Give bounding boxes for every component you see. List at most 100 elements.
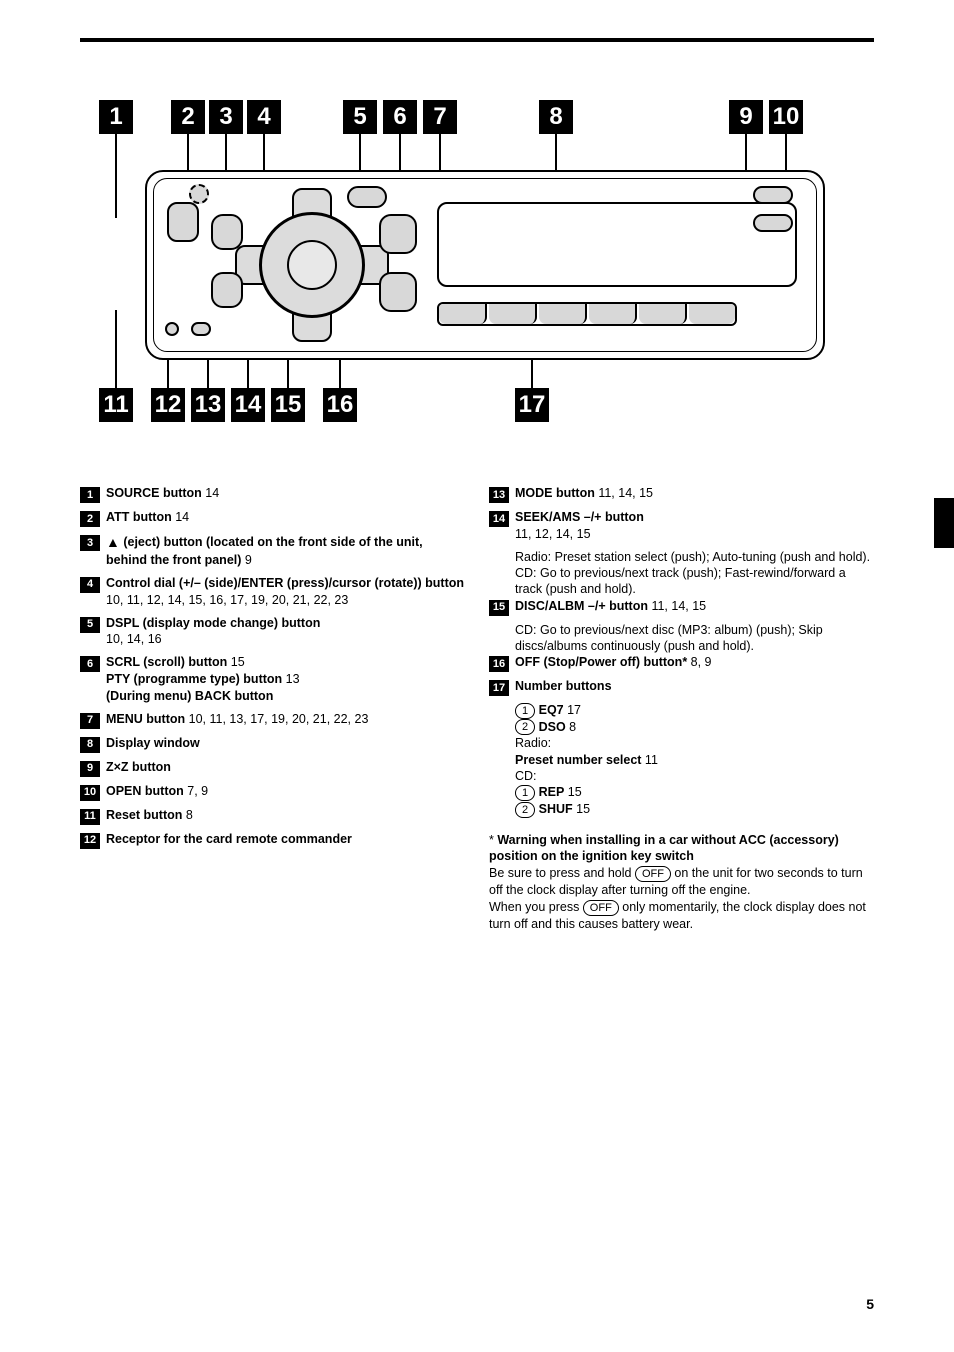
legend-index: 14 [489,511,509,527]
preset-5[interactable] [639,304,687,324]
preset-4[interactable] [589,304,637,324]
legend-columns: 1 SOURCE button 14 2 ATT button 14 3 ▲ (eject… [80,485,874,933]
number-button-line: Radio: [515,735,874,751]
legend-left-column: 1 SOURCE button 14 2 ATT button 14 3 ▲ (eject… [80,485,465,933]
seek-ams-button[interactable] [211,272,243,308]
preset-2[interactable] [489,304,537,324]
legend-index: 10 [80,785,100,801]
ir-receptor [191,322,211,336]
page-number: 5 [866,1296,874,1312]
callout-2: 2 [171,100,205,134]
legend-index: 17 [489,680,509,696]
mode-button[interactable] [211,214,243,250]
legend-text: Reset button 8 [106,807,465,824]
preset-6[interactable] [689,304,735,324]
source-button[interactable] [167,202,199,242]
legend-right-column: 13 MODE button 11, 14, 15 14 SEEK/AMS –/+ b… [489,485,874,933]
legend-item-8: 8 Display window [80,735,465,753]
callout-4: 4 [247,100,281,134]
legend-index: 12 [80,833,100,849]
lead-11 [115,310,117,388]
callout-17: 17 [515,388,549,422]
legend-text: Control dial (+/– (side)/ENTER (press)/c… [106,575,465,609]
legend-item-3: 3 ▲ (eject) button (located on the front … [80,533,465,569]
legend-item-13: 13 MODE button 11, 14, 15 [489,485,874,503]
callout-12: 12 [151,388,185,422]
legend-index: 3 [80,535,100,551]
legend-index: 15 [489,600,509,616]
callout-15: 15 [271,388,305,422]
callout-3: 3 [209,100,243,134]
legend-text: Z×Z button [106,759,465,776]
legend-index: 13 [489,487,509,503]
reset-button[interactable] [165,322,179,336]
callout-9: 9 [729,100,763,134]
legend-text: OFF (Stop/Power off) button* 8, 9 [515,654,874,671]
number-button-line: 2 DSO 8 [515,719,874,736]
legend-text: ATT button 14 [106,509,465,526]
lead-1 [115,134,117,218]
legend-item-9: 9 Z×Z button [80,759,465,777]
callout-16: 16 [323,388,357,422]
callout-11: 11 [99,388,133,422]
legend-item-4: 4 Control dial (+/– (side)/ENTER (press)/… [80,575,465,609]
legend-text: DISC/ALBM –/+ button 11, 14, 15 [515,598,874,615]
preset-3[interactable] [539,304,587,324]
number-button-line: 2 SHUF 15 [515,801,874,818]
device-body [145,170,825,360]
legend-item-6: 6 SCRL (scroll) button 15PTY (programme t… [80,654,465,705]
legend-index: 9 [80,761,100,777]
dspl-button[interactable] [347,186,387,208]
callout-5: 5 [343,100,377,134]
legend-item-12: 12 Receptor for the card remote commander [80,831,465,849]
legend-text: Display window [106,735,465,752]
legend-text: SEEK/AMS –/+ button11, 12, 14, 15 [515,509,874,543]
legend-index: 7 [80,713,100,729]
legend-text: SCRL (scroll) button 15PTY (programme ty… [106,654,465,705]
legend-text: ▲ (eject) button (located on the front s… [106,533,465,569]
legend-index: 2 [80,511,100,527]
legend-index: 8 [80,737,100,753]
legend-item-5: 5 DSPL (display mode change) button10, 14… [80,615,465,649]
legend-index: 11 [80,809,100,825]
legend-index: 5 [80,617,100,633]
zxz-button[interactable] [753,186,793,204]
control-dial[interactable] [237,190,387,340]
off-button[interactable] [379,272,417,312]
legend-text: MENU button 10, 11, 13, 17, 19, 20, 21, … [106,711,465,728]
legend-text: Receptor for the card remote commander [106,831,465,848]
legend-index: 1 [80,487,100,503]
legend-text: SOURCE button 14 [106,485,465,502]
legend-item-14: 14 SEEK/AMS –/+ button11, 12, 14, 15 [489,509,874,543]
footnote-warning: * Warning when installing in a car witho… [489,832,874,933]
legend-text: DSPL (display mode change) button10, 14,… [106,615,465,649]
legend-item-1: 1 SOURCE button 14 [80,485,465,503]
open-button[interactable] [753,214,793,232]
callout-10: 10 [769,100,803,134]
legend-text: Number buttons [515,678,874,695]
callout-6: 6 [383,100,417,134]
legend-index: 6 [80,656,100,672]
legend-subtext: CD: Go to previous/next disc (MP3: album… [515,622,874,655]
legend-item-15: 15 DISC/ALBM –/+ button 11, 14, 15 [489,598,874,616]
legend-index: 16 [489,656,509,672]
legend-index: 4 [80,577,100,593]
number-button-line: 1 REP 15 [515,784,874,801]
legend-item-17: 17 Number buttons [489,678,874,696]
display-window [437,202,797,287]
scrl-pty-back-button[interactable] [379,214,417,254]
legend-item-11: 11 Reset button 8 [80,807,465,825]
number-button-line: Preset number select 11 [515,752,874,768]
legend-item-7: 7 MENU button 10, 11, 13, 17, 19, 20, 21,… [80,711,465,729]
number-button-line: CD: [515,768,874,784]
legend-item-10: 10OPEN button 7, 9 [80,783,465,801]
att-button[interactable] [189,184,209,204]
callout-7: 7 [423,100,457,134]
callout-13: 13 [191,388,225,422]
legend-item-2: 2 ATT button 14 [80,509,465,527]
preset-1[interactable] [439,304,487,324]
callout-14: 14 [231,388,265,422]
preset-number-buttons [437,302,737,326]
legend-text: MODE button 11, 14, 15 [515,485,874,502]
number-button-line: 1 EQ7 17 [515,702,874,719]
